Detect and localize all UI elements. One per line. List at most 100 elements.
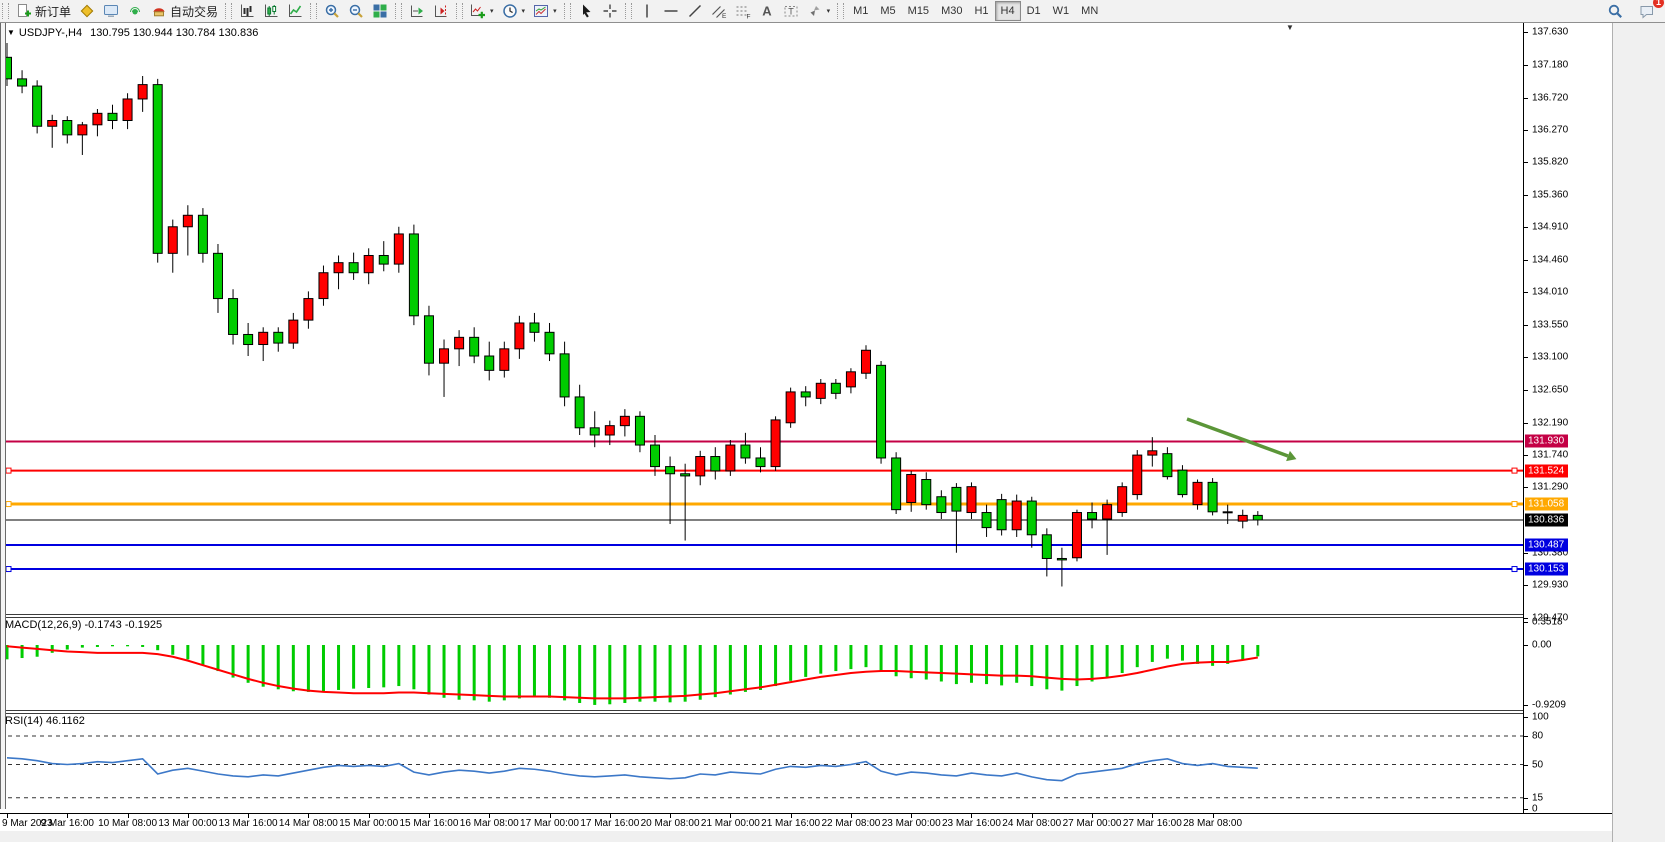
price-tick-label: 131.740 (1532, 449, 1569, 461)
ohlc-readout: 130.795 130.944 130.784 130.836 (90, 27, 259, 39)
horizontal-line-button[interactable] (659, 0, 683, 22)
toolbar-group-chart-type (234, 0, 308, 22)
periods-button[interactable]: ▾ (498, 0, 530, 22)
chevron-down-icon[interactable]: ▾ (826, 8, 831, 15)
price-pane[interactable]: ▼ USDJPY-,H4 130.795 130.944 130.784 130.8… (0, 23, 1523, 614)
macd-bar (548, 645, 552, 698)
timeframe-w1-button[interactable]: W1 (1052, 5, 1070, 17)
line-handle[interactable] (5, 467, 12, 474)
collapse-icon[interactable]: ▼ (7, 28, 15, 37)
toolbar-grip[interactable] (310, 3, 318, 19)
chart-shift-button[interactable] (429, 0, 453, 22)
autotrade-button[interactable]: 自动交易 (147, 0, 222, 22)
toolbar-grip[interactable] (837, 3, 845, 19)
new-order-button[interactable]: 新订单 (12, 0, 75, 22)
candle-body (604, 425, 615, 436)
line-handle[interactable] (1511, 501, 1518, 508)
templates-button[interactable]: ▾ (529, 0, 561, 22)
toolbar-grip[interactable] (395, 3, 403, 19)
signals-button[interactable] (123, 0, 147, 22)
line-handle[interactable] (5, 501, 12, 508)
line-handle[interactable] (1511, 467, 1518, 474)
axis-tick (1524, 797, 1528, 799)
notifications-button[interactable]: 1 (1635, 0, 1664, 22)
axis-tick (1524, 618, 1528, 620)
trend-arrow-annotation[interactable] (1186, 417, 1297, 462)
candle-body (469, 336, 480, 357)
price-axis[interactable]: 137.630 137.180 136.720 136.270 135.820 135.3… (1523, 23, 1613, 815)
chart-shift-marker[interactable]: ▼ (1286, 23, 1294, 32)
toolbar-grip[interactable] (456, 3, 464, 19)
candlestick-chart[interactable] (0, 23, 1523, 614)
timeframe-mn-button[interactable]: MN (1081, 5, 1099, 17)
candlestick-button[interactable] (259, 0, 283, 22)
crosshair-button[interactable] (598, 0, 622, 22)
timeframe-h4-button[interactable]: H4 (994, 1, 1021, 21)
vertical-line-button[interactable] (635, 0, 659, 22)
candle-body (529, 322, 540, 333)
text-button[interactable]: A (755, 0, 779, 22)
horizontal-line-objects[interactable] (0, 440, 1523, 573)
timeframe-m30-button[interactable]: M30 (941, 5, 963, 17)
line-chart-button[interactable] (283, 0, 307, 22)
indicators-button[interactable]: ▾ (466, 0, 498, 22)
zoom-out-button[interactable] (344, 0, 368, 22)
price-tick-label: 137.630 (1532, 26, 1569, 38)
toolbar-grip[interactable] (624, 3, 632, 19)
price-tick-label: 133.100 (1532, 351, 1569, 363)
axis-tick (1524, 357, 1528, 359)
timeframe-m15-button[interactable]: M15 (907, 5, 930, 17)
chevron-down-icon[interactable]: ▾ (553, 8, 557, 15)
time-axis[interactable]: 9 Mar 2023 9 Mar 16:00 10 Mar 08:00 13 Mar … (0, 813, 1612, 832)
candle-body (333, 262, 344, 274)
price-badge: 131.930 (1525, 434, 1569, 448)
toolbar-grip[interactable] (563, 3, 571, 19)
timeframe-d1-button[interactable]: D1 (1026, 5, 1041, 17)
pane-splitter[interactable] (0, 710, 1523, 714)
auto-scroll-icon (409, 3, 425, 19)
fibonacci-button[interactable]: F (731, 0, 755, 22)
search-button[interactable] (1603, 0, 1627, 22)
candle-body (876, 364, 887, 459)
terminal-button[interactable] (99, 0, 123, 22)
candle-body (1041, 534, 1052, 559)
price-tick-label: 132.650 (1532, 384, 1569, 396)
candle-body (830, 382, 841, 394)
window-edge[interactable] (0, 23, 6, 809)
macd-bar (1180, 645, 1184, 661)
tile-windows-button[interactable] (368, 0, 392, 22)
rsi-pane[interactable]: RSI(14) 46.1162 (0, 714, 1523, 813)
macd-bar (231, 645, 235, 678)
bar-chart-button[interactable] (235, 0, 259, 22)
toolbar-grip[interactable] (225, 3, 233, 19)
zoom-in-button[interactable] (320, 0, 344, 22)
chevron-down-icon[interactable]: ▾ (490, 8, 494, 15)
time-label: 17 Mar 00:00 (520, 818, 579, 829)
chevron-down-icon[interactable]: ▾ (521, 8, 526, 15)
cursor-button[interactable] (574, 0, 598, 22)
arrows-button[interactable]: ▾ (803, 0, 835, 22)
macd-pane[interactable]: MACD(12,26,9) -0.1743 -0.1925 (0, 618, 1523, 710)
macd-bar (939, 645, 943, 682)
macd-bar (1060, 645, 1064, 691)
candle-body (499, 348, 510, 371)
trendline-button[interactable] (683, 0, 707, 22)
line-chart-icon (287, 3, 303, 19)
candle-body (77, 124, 88, 136)
timeframe-h1-button[interactable]: H1 (974, 5, 989, 17)
auto-scroll-button[interactable] (405, 0, 429, 22)
toolbar-grip[interactable] (2, 3, 9, 19)
line-handle[interactable] (1511, 566, 1518, 573)
pane-splitter[interactable] (0, 614, 1523, 618)
timeframe-m5-button[interactable]: M5 (880, 5, 896, 17)
macd-bar (1196, 645, 1200, 664)
chart-profile-button[interactable] (75, 0, 99, 22)
label-button[interactable]: T (779, 0, 803, 22)
timeframe-m1-button[interactable]: M1 (853, 5, 869, 17)
candles-series (2, 42, 1263, 587)
channel-button[interactable]: E (707, 0, 731, 22)
line-handle[interactable] (5, 566, 12, 573)
clock-icon (502, 3, 518, 19)
time-label: 23 Mar 00:00 (881, 818, 941, 829)
